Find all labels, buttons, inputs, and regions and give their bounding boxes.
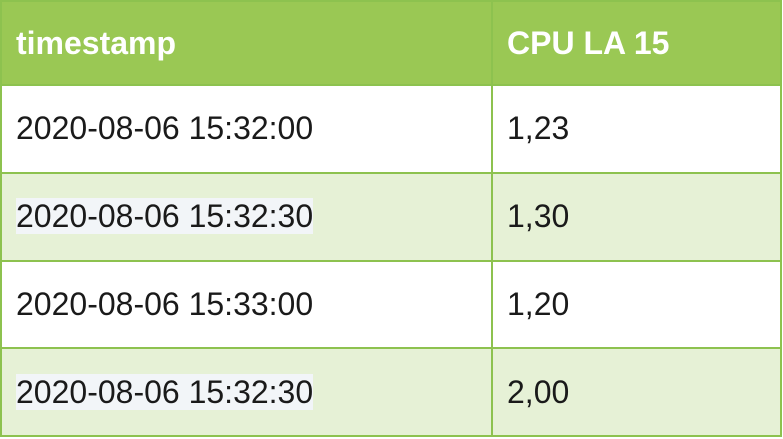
cpu-load-cell[interactable]: 1,30 bbox=[491, 171, 782, 262]
header-row: timestamp CPU LA 15 bbox=[0, 0, 782, 86]
cell-text: 2020-08-06 15:32:30 bbox=[16, 373, 314, 410]
cell-text: 1,30 bbox=[507, 198, 570, 235]
cell-text: 2020-08-06 15:32:30 bbox=[16, 198, 314, 235]
column-header-cpu-la-15[interactable]: CPU LA 15 bbox=[491, 0, 782, 86]
timestamp-cell[interactable]: 2020-08-06 15:32:30 bbox=[0, 347, 493, 437]
cpu-load-cell[interactable]: 2,00 bbox=[491, 347, 782, 437]
cell-text: 2020-08-06 15:32:00 bbox=[16, 110, 314, 147]
cpu-load-cell[interactable]: 1,20 bbox=[491, 259, 782, 350]
column-header-timestamp[interactable]: timestamp bbox=[0, 0, 493, 86]
cell-text: 1,20 bbox=[507, 285, 570, 322]
cell-text: 2,00 bbox=[507, 373, 570, 410]
cpu-load-cell[interactable]: 1,23 bbox=[491, 84, 782, 174]
table-row[interactable]: 2020-08-06 15:32:30 2,00 bbox=[0, 347, 782, 437]
cell-text: 2020-08-06 15:33:00 bbox=[16, 285, 314, 322]
timestamp-cell[interactable]: 2020-08-06 15:32:30 bbox=[0, 171, 493, 262]
table-row[interactable]: 2020-08-06 15:33:00 1,20 bbox=[0, 259, 782, 350]
table-row[interactable]: 2020-08-06 15:32:30 1,30 bbox=[0, 171, 782, 262]
timestamp-cell[interactable]: 2020-08-06 15:33:00 bbox=[0, 259, 493, 350]
cell-text: 1,23 bbox=[507, 110, 570, 147]
timestamp-cell[interactable]: 2020-08-06 15:32:00 bbox=[0, 84, 493, 174]
table-row[interactable]: 2020-08-06 15:32:00 1,23 bbox=[0, 84, 782, 174]
